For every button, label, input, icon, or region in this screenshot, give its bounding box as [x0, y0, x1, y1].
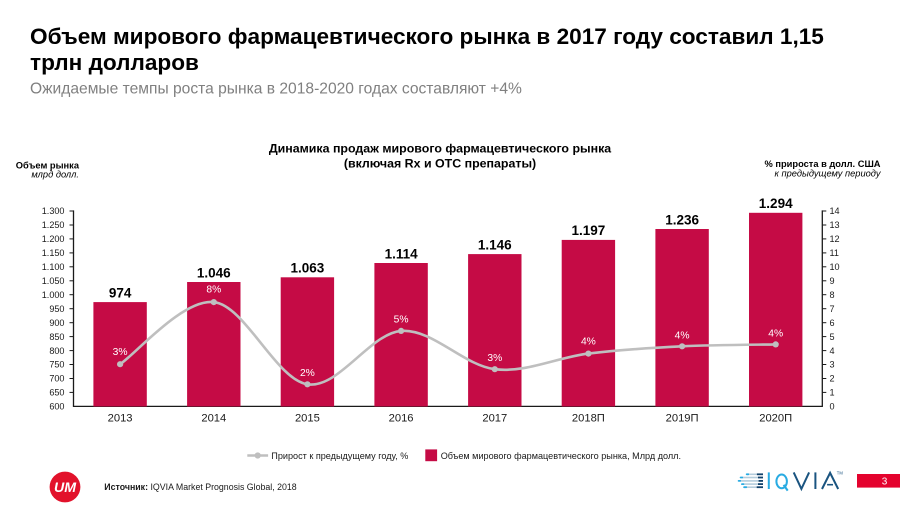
svg-text:2018П: 2018П — [572, 413, 605, 425]
svg-text:3%: 3% — [487, 353, 502, 364]
svg-text:Объем мирового фармацевтическо: Объем мирового фармацевтического рынка в… — [30, 24, 824, 49]
svg-text:2: 2 — [830, 374, 835, 384]
svg-text:Ожидаемые темпы роста рынка в: Ожидаемые темпы роста рынка в 2018-2020 … — [30, 81, 522, 98]
svg-text:4%: 4% — [768, 329, 783, 340]
svg-text:4%: 4% — [581, 336, 596, 347]
svg-text:3: 3 — [830, 360, 835, 370]
svg-text:1.150: 1.150 — [42, 248, 65, 258]
svg-text:1.046: 1.046 — [197, 265, 231, 280]
svg-text:800: 800 — [49, 346, 64, 356]
svg-text:1.000: 1.000 — [42, 290, 65, 300]
svg-text:1.050: 1.050 — [42, 276, 65, 286]
svg-text:2017: 2017 — [482, 413, 507, 425]
svg-text:5%: 5% — [394, 315, 409, 326]
svg-text:млрд долл.: млрд долл. — [31, 169, 79, 179]
svg-text:1.197: 1.197 — [572, 223, 606, 238]
svg-text:к предыдущему периоду: к предыдущему периоду — [775, 168, 882, 178]
svg-text:TM: TM — [837, 471, 844, 476]
svg-text:12: 12 — [830, 234, 840, 244]
svg-text:850: 850 — [49, 332, 64, 342]
svg-text:1.200: 1.200 — [42, 234, 65, 244]
svg-text:2016: 2016 — [389, 413, 414, 425]
svg-text:% прироста в долл. США: % прироста в долл. США — [765, 159, 881, 169]
svg-text:8%: 8% — [206, 285, 221, 296]
svg-text:Объем рынка: Объем рынка — [16, 160, 80, 170]
svg-text:2%: 2% — [300, 368, 315, 379]
svg-text:4: 4 — [830, 346, 835, 356]
svg-text:974: 974 — [109, 285, 132, 300]
svg-text:2014: 2014 — [201, 413, 226, 425]
svg-text:10: 10 — [830, 262, 840, 272]
svg-text:трлн долларов: трлн долларов — [30, 50, 199, 75]
svg-text:700: 700 — [49, 374, 64, 384]
svg-text:Прирост к предыдущему году, %: Прирост к предыдущему году, % — [271, 451, 408, 461]
svg-text:11: 11 — [830, 248, 839, 258]
svg-text:950: 950 — [49, 304, 64, 314]
svg-text:0: 0 — [830, 402, 835, 412]
svg-text:Объем мирового фармацевтическо: Объем мирового фармацевтического рынка, … — [441, 451, 681, 461]
svg-text:Источник: IQVIA Market Prognos: Источник: IQVIA Market Prognosis Global,… — [104, 482, 296, 492]
svg-text:1: 1 — [830, 388, 835, 398]
svg-text:1.146: 1.146 — [478, 237, 512, 252]
svg-text:750: 750 — [49, 360, 64, 370]
svg-text:9: 9 — [830, 276, 835, 286]
svg-text:4%: 4% — [675, 331, 690, 342]
svg-text:1.114: 1.114 — [385, 246, 419, 261]
svg-text:(включая Rx и ОТС препараты): (включая Rx и ОТС препараты) — [344, 157, 536, 171]
svg-text:8: 8 — [830, 290, 835, 300]
svg-text:1.300: 1.300 — [42, 206, 65, 216]
svg-text:3: 3 — [882, 477, 888, 488]
svg-text:Динамика продаж мирового фарма: Динамика продаж мирового фармацевтическо… — [269, 142, 611, 156]
svg-text:1.063: 1.063 — [291, 261, 325, 276]
svg-text:1.250: 1.250 — [42, 220, 65, 230]
svg-text:2020П: 2020П — [759, 413, 792, 425]
svg-text:900: 900 — [49, 318, 64, 328]
svg-text:2019П: 2019П — [666, 413, 699, 425]
svg-text:2015: 2015 — [295, 413, 320, 425]
svg-text:6: 6 — [830, 318, 835, 328]
svg-text:1.294: 1.294 — [759, 196, 793, 211]
svg-text:600: 600 — [49, 402, 64, 412]
svg-text:2013: 2013 — [108, 413, 133, 425]
svg-text:14: 14 — [830, 206, 840, 216]
svg-text:1.236: 1.236 — [665, 212, 699, 227]
svg-text:1.100: 1.100 — [42, 262, 65, 272]
svg-text:3%: 3% — [113, 347, 128, 358]
svg-text:13: 13 — [830, 220, 840, 230]
svg-text:7: 7 — [830, 304, 835, 314]
svg-text:UM: UM — [54, 480, 77, 496]
svg-text:5: 5 — [830, 332, 835, 342]
svg-text:650: 650 — [49, 388, 64, 398]
